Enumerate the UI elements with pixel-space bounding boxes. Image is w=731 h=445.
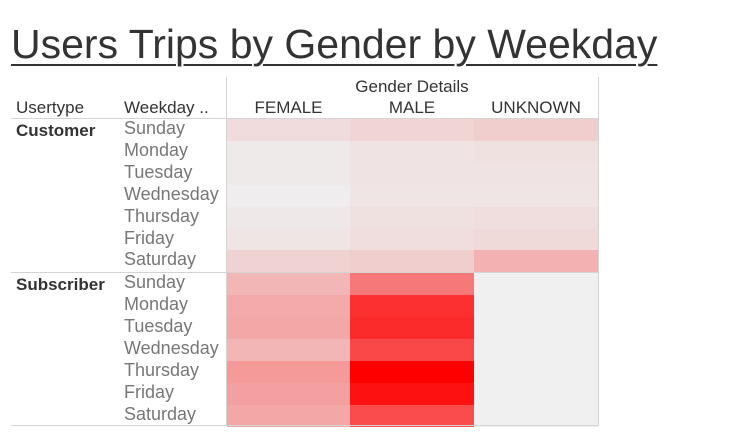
weekday-label: Friday bbox=[124, 227, 175, 248]
heat-cell-subscriber-friday-male bbox=[350, 382, 474, 406]
column-group-label: Gender Details bbox=[355, 77, 469, 96]
heat-cell-subscriber-saturday-female bbox=[227, 404, 350, 428]
column-header-female: FEMALE bbox=[254, 98, 323, 117]
group-label-subscriber: Subscriber bbox=[16, 275, 105, 295]
weekday-label: Sunday bbox=[124, 118, 186, 138]
heat-cell-customer-saturday-unknown bbox=[474, 250, 598, 273]
heat-cell-subscriber-tuesday-unknown bbox=[474, 317, 598, 340]
heat-cell-subscriber-saturday-male bbox=[350, 404, 474, 428]
heat-cell-customer-saturday-female bbox=[227, 250, 350, 273]
weekday-label: Saturday bbox=[124, 403, 197, 424]
heat-cell-subscriber-monday-unknown bbox=[474, 295, 598, 318]
heat-cell-subscriber-thursday-unknown bbox=[474, 360, 598, 384]
heat-cell-customer-sunday-unknown bbox=[474, 119, 598, 142]
heat-cell-subscriber-saturday-unknown bbox=[474, 404, 598, 428]
heat-cell-subscriber-monday-female bbox=[227, 295, 350, 318]
heat-cell-customer-tuesday-unknown bbox=[474, 162, 598, 186]
heat-cell-customer-sunday-male bbox=[350, 119, 474, 142]
heat-cell-subscriber-friday-unknown bbox=[474, 382, 598, 406]
heat-cell-subscriber-sunday-male bbox=[350, 273, 474, 296]
heat-cell-customer-wednesday-female bbox=[227, 184, 350, 208]
heat-cell-customer-monday-unknown bbox=[474, 140, 598, 164]
weekday-label: Saturday bbox=[124, 249, 197, 270]
heat-cell-subscriber-thursday-female bbox=[227, 360, 350, 384]
weekday-label: Wednesday bbox=[124, 338, 219, 358]
group-divider-line bbox=[11, 272, 599, 274]
heat-cell-customer-thursday-unknown bbox=[474, 206, 598, 230]
row-header-usertype: Usertype bbox=[16, 98, 85, 117]
heat-cell-subscriber-friday-female bbox=[227, 382, 350, 406]
bottom-border-line bbox=[11, 425, 599, 426]
heat-cell-customer-tuesday-female bbox=[227, 162, 350, 186]
heat-cell-subscriber-sunday-unknown bbox=[474, 273, 598, 296]
group-divider-line bbox=[11, 118, 599, 119]
heat-cell-customer-friday-female bbox=[227, 228, 350, 251]
heat-cell-customer-thursday-male bbox=[350, 206, 474, 230]
heat-cell-subscriber-thursday-male bbox=[350, 360, 474, 384]
weekday-label: Sunday bbox=[124, 272, 186, 293]
weekday-label: Tuesday bbox=[124, 316, 193, 337]
heat-cell-customer-monday-male bbox=[350, 140, 474, 164]
header-divider-line bbox=[226, 77, 227, 426]
heat-cell-customer-thursday-female bbox=[227, 206, 350, 230]
heat-cell-subscriber-tuesday-male bbox=[350, 317, 474, 340]
heat-cell-subscriber-monday-male bbox=[350, 295, 474, 318]
heat-cell-customer-wednesday-male bbox=[350, 184, 474, 208]
heat-cell-customer-tuesday-male bbox=[350, 162, 474, 186]
heat-cell-customer-wednesday-unknown bbox=[474, 184, 598, 208]
heat-cell-customer-monday-female bbox=[227, 140, 350, 164]
right-border-line bbox=[598, 77, 599, 426]
column-header-unknown: UNKNOWN bbox=[491, 98, 581, 117]
column-header-male: MALE bbox=[388, 98, 436, 117]
heat-cell-subscriber-wednesday-unknown bbox=[474, 339, 598, 362]
weekday-label: Thursday bbox=[124, 359, 200, 380]
heat-cell-subscriber-wednesday-female bbox=[227, 339, 350, 362]
weekday-label: Wednesday bbox=[124, 183, 219, 204]
heat-cell-customer-friday-male bbox=[350, 228, 474, 251]
weekday-label: Monday bbox=[124, 139, 189, 160]
weekday-label: Monday bbox=[124, 294, 189, 315]
heat-cell-customer-saturday-male bbox=[350, 250, 474, 273]
weekday-label: Tuesday bbox=[124, 161, 193, 182]
row-header-weekday: Weekday .. bbox=[124, 98, 209, 117]
weekday-label: Thursday bbox=[124, 205, 200, 226]
heat-cell-customer-friday-unknown bbox=[474, 228, 598, 251]
chart-title: Users Trips by Gender by Weekday bbox=[11, 21, 658, 67]
heat-cell-subscriber-sunday-female bbox=[227, 273, 350, 296]
weekday-label: Friday bbox=[124, 381, 175, 402]
heat-cell-subscriber-tuesday-female bbox=[227, 317, 350, 340]
heat-cell-subscriber-wednesday-male bbox=[350, 339, 474, 362]
group-label-customer: Customer bbox=[16, 121, 96, 140]
heat-cell-customer-sunday-female bbox=[227, 119, 350, 142]
